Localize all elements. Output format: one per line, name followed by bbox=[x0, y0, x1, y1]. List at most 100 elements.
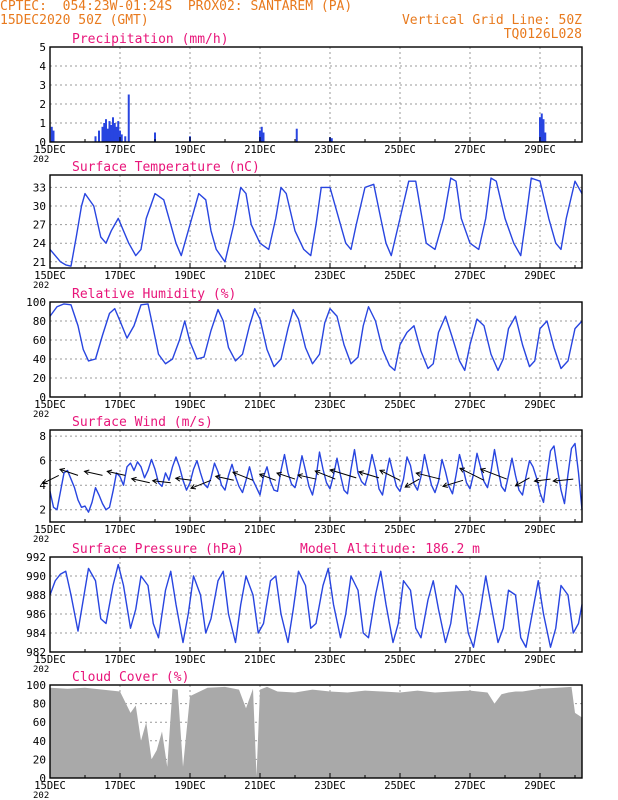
cloud-xtick-label: 23DEC bbox=[314, 780, 346, 792]
precip-bar bbox=[259, 130, 261, 142]
cloud-panel: 0 20 40 60 80 100 Cloud Cover (%) 15DEC 17DEC 19D… bbox=[26, 670, 583, 800]
rh-xtick-label: 23DEC bbox=[314, 399, 346, 411]
temp-xtick-label: 29DEC bbox=[524, 270, 556, 282]
precip-bar bbox=[539, 117, 541, 142]
wind-xtick-label: 15DEC bbox=[34, 524, 66, 536]
rh-line bbox=[49, 303, 583, 372]
pressure-ytick-label: 982 bbox=[26, 646, 46, 659]
precip-ytick-label: 0 bbox=[39, 136, 46, 149]
wind-xtick-label: 23DEC bbox=[314, 524, 346, 536]
header-date: 15DEC2020 50Z (GMT) bbox=[0, 13, 149, 28]
precip-ytick-label: 3 bbox=[39, 79, 46, 92]
temp-xtick-label: 25DEC bbox=[384, 270, 416, 282]
pressure-xtick-label: 15DEC bbox=[34, 654, 66, 666]
precip-bar bbox=[544, 132, 547, 142]
precip-xtick-label: 29DEC bbox=[524, 144, 556, 156]
cloud-xtick-label: 19DEC bbox=[174, 780, 206, 792]
wind-xtick-label: 29DEC bbox=[524, 524, 556, 536]
cloud-xtick-label: 17DEC bbox=[104, 780, 136, 792]
wind-arrow bbox=[41, 474, 59, 485]
temp-ytick-label: 21 bbox=[33, 256, 46, 269]
wind-arrow bbox=[379, 469, 401, 481]
cloud-xtick-label: 21DEC bbox=[244, 780, 276, 792]
precip-bar bbox=[542, 119, 545, 142]
temp-line bbox=[49, 177, 583, 267]
cloud-ytick-label: 20 bbox=[33, 753, 46, 766]
precip-panel: 0 1 2 3 4 5 Precipitation (mm/h) 15DEC 17DEC 19DE… bbox=[33, 32, 583, 165]
wind-ytick-label: 8 bbox=[39, 430, 46, 443]
wind-xtick-label: 27DEC bbox=[454, 524, 486, 536]
temp-xtick-label: 27DEC bbox=[454, 270, 486, 282]
precip-ytick-label: 5 bbox=[39, 41, 46, 54]
header-station: CPTEC: 054:23W-01:24S PROX02: SANTAREM (… bbox=[0, 0, 353, 14]
wind-arrow bbox=[296, 473, 317, 480]
pressure-xtick-label: 27DEC bbox=[454, 654, 486, 666]
pressure-ytick-label: 992 bbox=[26, 551, 46, 564]
temp-ytick-label: 24 bbox=[33, 237, 47, 250]
wind-arrow bbox=[276, 471, 296, 480]
cloud-ytick-label: 100 bbox=[26, 679, 46, 692]
pressure-panel: 982 984 986 988 990 992 Surface Pressure (hPa)… bbox=[26, 542, 583, 675]
wind-xtick-label: 25DEC bbox=[384, 524, 416, 536]
precip-bar bbox=[540, 113, 543, 142]
pressure-xtick-label: 17DEC bbox=[104, 654, 136, 666]
wind-arrow bbox=[190, 479, 212, 490]
precip-ytick-label: 4 bbox=[39, 60, 46, 73]
cloud-title: Cloud Cover (%) bbox=[72, 670, 189, 685]
header-run-id: TQ0126L028 bbox=[503, 27, 582, 42]
wind-panel: 2 4 6 8 Surface Wind (m/s) 15DEC 17DEC 19DEC 21D… bbox=[33, 415, 583, 545]
temp-xtick-label: 15DEC bbox=[34, 270, 66, 282]
cloud-ytick-label: 40 bbox=[33, 735, 46, 748]
wind-arrow bbox=[83, 469, 103, 476]
precip-bar bbox=[98, 130, 100, 142]
pressure-annotation: Model Altitude: 186.2 m bbox=[300, 542, 480, 557]
cloud-cover-area bbox=[50, 686, 582, 778]
pressure-ytick-label: 986 bbox=[26, 608, 46, 621]
wind-ytick-label: 2 bbox=[39, 504, 46, 517]
pressure-xtick-label: 29DEC bbox=[524, 654, 556, 666]
precip-bar bbox=[101, 126, 104, 142]
precip-bar bbox=[108, 121, 111, 142]
temp-xtick-label: 19DEC bbox=[174, 270, 206, 282]
precip-bar bbox=[117, 121, 120, 142]
wind-arrow bbox=[442, 479, 464, 488]
precip-bar bbox=[94, 136, 97, 142]
wind-arrow bbox=[214, 474, 234, 481]
precip-xtick-label: 17DEC bbox=[104, 144, 136, 156]
precip-bar bbox=[112, 117, 114, 142]
pressure-ytick-label: 990 bbox=[26, 570, 46, 583]
temp-year-label: 202 bbox=[33, 281, 49, 291]
temp-ytick-label: 30 bbox=[33, 200, 46, 213]
wind-arrow bbox=[232, 471, 254, 481]
temp-xtick-label: 17DEC bbox=[104, 270, 136, 282]
pressure-xtick-label: 21DEC bbox=[244, 654, 276, 666]
cloud-xtick-label: 15DEC bbox=[34, 780, 66, 792]
precip-year-label: 202 bbox=[33, 155, 49, 165]
cloud-ytick-label: 60 bbox=[33, 716, 46, 729]
rh-xtick-label: 21DEC bbox=[244, 399, 276, 411]
wind-arrow bbox=[552, 477, 574, 484]
rh-xtick-label: 25DEC bbox=[384, 399, 416, 411]
precip-bar bbox=[50, 126, 53, 142]
wind-arrow bbox=[329, 468, 357, 479]
header-grid-line: Vertical Grid Line: 50Z bbox=[401, 13, 582, 28]
rh-ytick-label: 100 bbox=[26, 296, 46, 309]
cloud-xtick-label: 27DEC bbox=[454, 780, 486, 792]
rh-ytick-label: 0 bbox=[39, 391, 46, 404]
precip-bar bbox=[113, 123, 116, 142]
wind-arrow bbox=[59, 468, 79, 476]
precip-ytick-label: 2 bbox=[39, 98, 46, 111]
wind-arrow bbox=[106, 469, 126, 476]
wind-arrow bbox=[514, 477, 530, 487]
wind-xtick-label: 21DEC bbox=[244, 524, 276, 536]
precip-xtick-label: 19DEC bbox=[174, 144, 206, 156]
pressure-year-label: 202 bbox=[33, 665, 49, 675]
temp-ytick-label: 33 bbox=[33, 181, 46, 194]
precip-bar bbox=[110, 124, 113, 142]
precip-bar bbox=[52, 130, 55, 142]
rh-xtick-label: 29DEC bbox=[524, 399, 556, 411]
wind-ytick-label: 6 bbox=[39, 455, 46, 468]
precip-bar bbox=[330, 138, 333, 142]
temp-title: Surface Temperature (nC) bbox=[72, 160, 260, 175]
